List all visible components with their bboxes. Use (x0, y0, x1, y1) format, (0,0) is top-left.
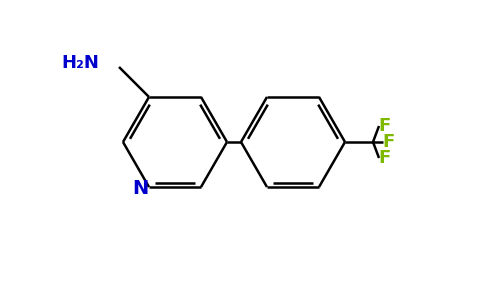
Text: F: F (382, 133, 394, 151)
Text: N: N (132, 178, 148, 197)
Text: F: F (379, 149, 391, 167)
Text: F: F (379, 117, 391, 135)
Text: H₂N: H₂N (61, 54, 99, 72)
